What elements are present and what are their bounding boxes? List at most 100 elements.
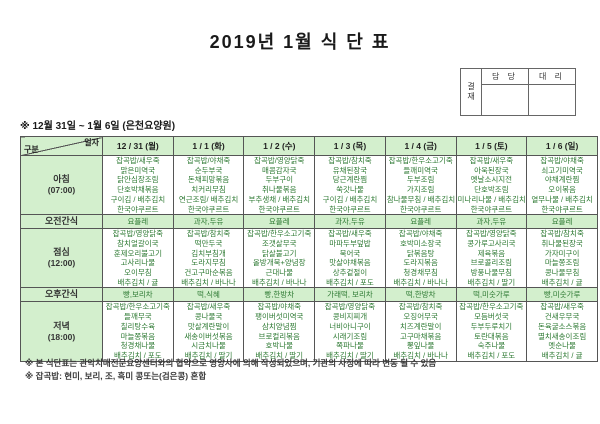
menu-cell: 잡곡밥/참치죽 오징어무국 치즈계란말이 고구마채볶음 뽕잎나물 배추김치 / 바나나 (384, 301, 457, 362)
menu-item: 배추김치 / 귤 (541, 277, 583, 287)
menu-item: 한국야쿠르트 (117, 204, 159, 214)
menu-item: 잡곡밥/영양닭죽 (324, 302, 376, 312)
menu-item: 배추김치 / 바나나 (181, 277, 236, 287)
menu-item: 건고구마순볶음 (184, 268, 233, 278)
menu-item: 쑥갓나물 (336, 185, 364, 195)
week-range-subtitle: ※ 12월 31일 ~ 1월 6일 (은천요양원) (20, 121, 176, 132)
menu-item: 근대나물 (265, 268, 294, 278)
pm-snack-row: 오후간식 빵,보리차 떡,식혜 빵,한방차 가래떡, 보리차 떡,한방차 떡,미숫가루 빵,미… (20, 287, 598, 303)
menu-item: 방풍나물무침 (470, 268, 513, 278)
menu-item: 청경채무침 (403, 268, 438, 278)
menu-item: 오이무침 (124, 268, 152, 278)
footnotes: ※ 본 식단표는 관악치매전문요양센터와의 협약으로 영양사에 의해 작성되었으… (25, 357, 436, 382)
date-header-cell: 1 / 1 (화) (172, 136, 245, 156)
snack-cell: 과자,두유 (172, 214, 245, 230)
menu-item: 미나리나물 / 배추김치 (457, 194, 526, 204)
menu-cell: 잡곡밥/야채죽 쇠고기미역국 야채계란찜 오이볶음 열무나물 / 배추김치 한국야쿠르트 (526, 154, 598, 216)
date-header-cell: 1 / 4 (금) (384, 136, 457, 156)
menu-item: 맛살야채볶음 (329, 258, 371, 268)
menu-item: 시금치나물 (191, 341, 226, 351)
menu-item: 열무나물 / 배추김치 (531, 194, 593, 204)
lunch-row: 점심 (12:00) 잡곡밥/영양닭죽 참치얼갈이국 훈제오리불고기 고사리나물 오이무침 배… (20, 228, 598, 289)
menu-item: 콩비지찌개 (332, 312, 368, 322)
menu-item: 참나물무침 / 배추김치 (386, 194, 456, 204)
menu-item: 잡곡밥/한우소고기죽 (247, 229, 312, 239)
menu-item: 배추김치 / 포도 (114, 350, 162, 360)
breakfast-label: 아침 (07:00) (20, 154, 103, 216)
snack-cell: 빵,미숫가루 (526, 287, 598, 303)
menu-cell: 잡곡밥/새우죽 마파두부덮밥 북어국 맛살야채볶음 상추겉절이 배추김치 / 포도 (314, 228, 386, 289)
menu-item: 치커리무침 (191, 185, 226, 195)
snack-cell: 떡,식혜 (172, 287, 245, 303)
page-title: 2019년 1월 식 단 표 (209, 32, 391, 52)
menu-item: 닭볶음탕 (406, 248, 435, 258)
menu-cell: 잡곡밥/새우죽 콩나물국 맛살계란말이 새송이버섯볶음 시금치나물 배추김치 / 딸기 (172, 301, 245, 362)
menu-item: 배추김치 / 귤 (541, 350, 583, 360)
menu-cell: 잡곡밥/야채죽 호박미소장국 닭볶음탕 도라지볶음 청경채무침 배추김치 / 바나나 (384, 228, 457, 289)
menu-item: 잡곡밥/한우소고기죽 (388, 156, 453, 165)
menu-item: 배추김치 / 딸기 (467, 277, 516, 287)
menu-item: 구이김 / 배추김치 (110, 194, 166, 204)
menu-item: 잡곡밥/새우죽 (469, 156, 514, 165)
menu-item: 두부조림 (406, 175, 435, 185)
menu-cell: 잡곡밥/한우소고기죽 들깨무국 칠리탕수육 마늘쫑볶음 청경채나물 배추김치 / 포도 (102, 301, 174, 362)
menu-item: 마늘쫑조림 (544, 258, 580, 268)
menu-item: 배추김치 / 바나나 (393, 277, 448, 287)
menu-item: 잡곡밥/야채죽 (398, 229, 443, 239)
date-header-cell: 1 / 2 (수) (243, 136, 316, 156)
menu-item: 닭살불고기 (262, 248, 297, 258)
menu-item: 배추김치 / 귤 (117, 277, 159, 287)
menu-item: 구이김 / 배추김치 (322, 194, 378, 204)
menu-item: 콩나물국 (194, 312, 223, 322)
menu-item: 단호박채볶음 (117, 185, 159, 195)
menu-item: 배추김치 / 포도 (467, 350, 516, 360)
menu-item: 잡곡밥/참치죽 (186, 229, 231, 239)
menu-cell: 잡곡밥/영양닭죽 매콤감자국 두부구이 취나물볶음 부추생채 / 배추김치 한국야쿠르트 (243, 154, 316, 216)
menu-item: 참치얼갈이국 (117, 238, 159, 248)
approval-sign-cell (481, 84, 529, 116)
menu-item: 건새우무국 (544, 312, 580, 322)
menu-item: 새송이버섯볶음 (184, 331, 233, 341)
menu-item: 배추김치 / 딸기 (326, 350, 374, 360)
menu-item: 김치부침개 (191, 248, 226, 258)
menu-item: 유채된장국 (332, 165, 368, 175)
footnote-rice: ※ 잡곡밥: 현미, 보리, 조, 흑미 콩또는(검은콩) 혼합 (25, 370, 207, 381)
menu-item: 가자미구이 (544, 248, 580, 258)
menu-item: 호박나물 (265, 341, 294, 351)
menu-item: 배추김치 / 포도 (326, 277, 374, 287)
menu-item: 한국야쿠르트 (541, 204, 583, 214)
menu-cell: 잡곡밥/야채죽 팽이버섯미역국 삼치양념찜 브로컬리볶음 호박나물 배추김치 / 딸기 (243, 301, 316, 362)
menu-cell: 잡곡밥/야채죽 순두부국 돈채피망볶음 치커리무침 연근조림/ 배추김치 한국야쿠르트 (172, 154, 245, 216)
breakfast-row: 아침 (07:00) 잡곡밥/새우죽 맑은미역국 닭안심장조림 단호박채볶음 구이김 / 배… (20, 154, 598, 216)
menu-item: 칠리탕수육 (120, 321, 156, 331)
menu-item: 훈제오리불고기 (113, 248, 162, 258)
menu-item: 떡만두국 (194, 238, 223, 248)
menu-item: 브로컬리볶음 (258, 331, 300, 341)
snack-cell: 떡,한방차 (384, 287, 457, 303)
menu-item: 도라지볶음 (403, 258, 438, 268)
menu-item: 두부두루치기 (470, 321, 513, 331)
menu-item: 쪽파나물 (336, 341, 364, 351)
menu-item: 잡곡밥/새우죽 (116, 156, 160, 165)
menu-item: 멧순나물 (548, 341, 576, 351)
menu-item: 배추김치 / 딸기 (184, 350, 233, 360)
lunch-label: 점심 (12:00) (20, 228, 103, 289)
footnote-source: ※ 본 식단표는 관악치매전문요양센터와의 협약으로 영양사에 의해 작성되었으… (25, 358, 437, 368)
menu-cell: 잡곡밥/한우소고기죽 들깨미역국 두부조림 가지조림 참나물무침 / 배추김치 한국야쿠르… (384, 154, 457, 216)
menu-item: 당근계란찜 (332, 175, 368, 185)
menu-item: 오징어무국 (403, 312, 438, 322)
menu-item: 뽕잎나물 (406, 341, 435, 351)
am-snack-label: 오전간식 (20, 214, 103, 230)
menu-item: 돈육굴소스볶음 (537, 321, 587, 331)
snack-cell: 요플레 (102, 214, 174, 230)
menu-item: 콩나물무침 (544, 268, 580, 278)
menu-item: 잡곡밥/참치죽 (398, 302, 443, 312)
menu-item: 팽이버섯미역국 (255, 312, 304, 322)
menu-item: 북어국 (339, 248, 361, 258)
menu-item: 돈채피망볶음 (187, 175, 230, 185)
menu-cell: 잡곡밥/새우죽 건새우무국 돈육굴소스볶음 멸치새송이조림 멧순나물 배추김치 / 귤 (526, 301, 598, 362)
menu-cell: 잡곡밥/영양닭죽 참치얼갈이국 훈제오리불고기 고사리나물 오이무침 배추김치 / 귤 (102, 228, 174, 289)
menu-item: 너비아니구이 (329, 321, 371, 331)
menu-cell: 잡곡밥/참치죽 취나물된장국 가자미구이 마늘쫑조림 콩나물무침 배추김치 / 귤 (526, 228, 598, 289)
